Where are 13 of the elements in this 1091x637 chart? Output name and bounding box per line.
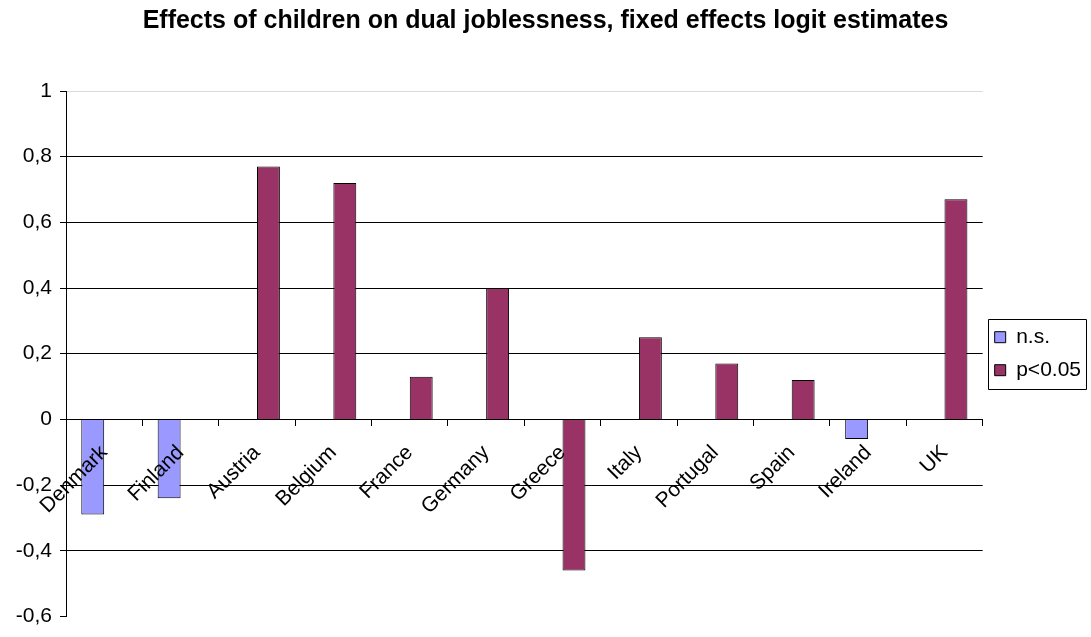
y-tick-label: 0,4 (22, 274, 53, 298)
legend-label: p<0.05 (1016, 357, 1082, 380)
y-tick-label: 1 (40, 77, 52, 101)
x-tick-label: Italy (602, 439, 647, 484)
y-tick-label: -0,4 (15, 537, 53, 561)
legend-label: n.s. (1016, 324, 1051, 347)
y-tick-label: 0,2 (22, 340, 52, 364)
y-tick-label: 0,6 (22, 209, 52, 233)
chart-title: Effects of children on dual joblessness, fixed effects logit estimates (142, 4, 949, 33)
y-tick-label: -0,6 (15, 603, 52, 627)
y-tick-label: 0 (40, 406, 52, 430)
y-tick-label: 0,8 (22, 143, 52, 167)
x-tick-label: UK (914, 439, 952, 477)
